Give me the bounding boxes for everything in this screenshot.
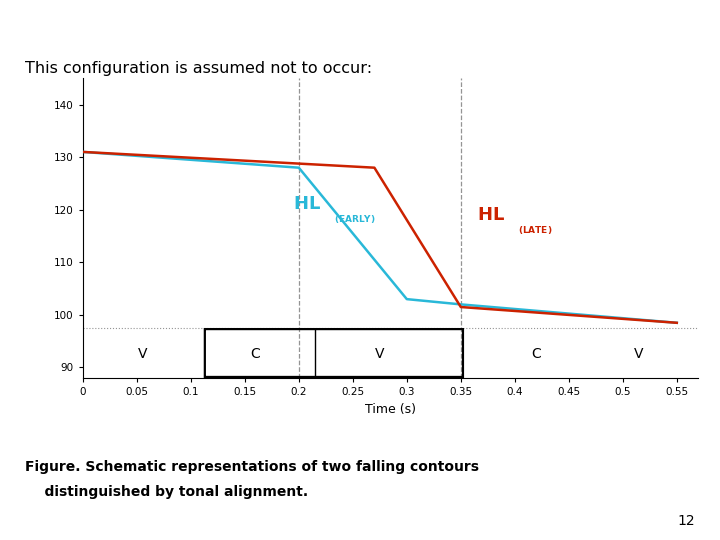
Text: C: C [531,347,541,361]
Text: This configuration is assumed not to occur:: This configuration is assumed not to occ… [25,61,372,76]
Text: distinguished by tonal alignment.: distinguished by tonal alignment. [25,485,308,500]
Text: C: C [251,347,261,361]
Text: V: V [138,347,147,361]
X-axis label: Time (s): Time (s) [365,403,416,416]
Text: Figure. Schematic representations of two falling contours: Figure. Schematic representations of two… [25,460,480,474]
Text: V: V [375,347,384,361]
Text: $\bf{HL}$: $\bf{HL}$ [294,195,321,213]
Text: Null hypothesis: tonal alignment not contrastive in contour tones: Null hypothesis: tonal alignment not con… [13,21,656,38]
Text: V: V [634,347,644,361]
Text: 12: 12 [678,514,695,528]
Text: $\bf{(EARLY)}$: $\bf{(EARLY)}$ [335,213,377,225]
Text: $\bf{HL}$: $\bf{HL}$ [477,206,505,224]
Text: $\bf{(LATE)}$: $\bf{(LATE)}$ [518,224,552,236]
